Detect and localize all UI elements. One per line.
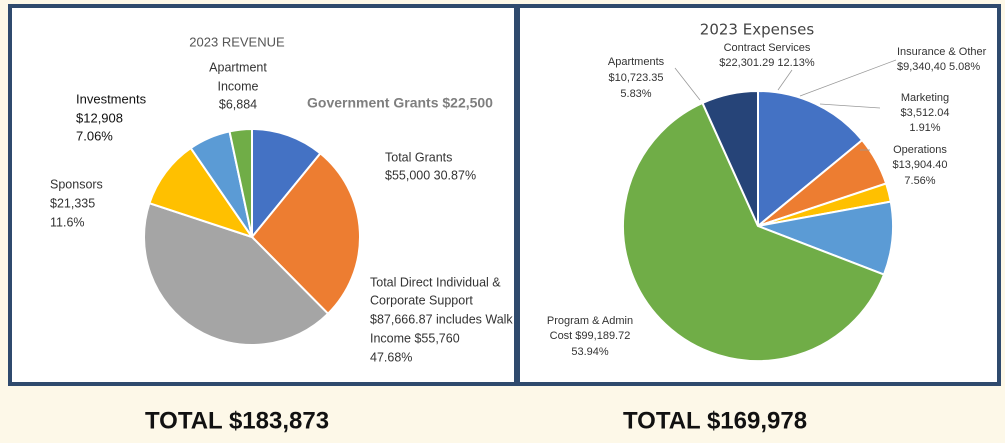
slice-label: $10,723.35	[608, 72, 663, 84]
slice-label: Income	[218, 79, 259, 93]
slice-label: Total Direct Individual &	[370, 275, 501, 289]
slice-label: Contract Services	[724, 42, 811, 54]
slice-label: 7.06%	[76, 128, 113, 143]
leader-line	[777, 69, 793, 91]
slice-label: 47.68%	[370, 350, 412, 364]
slice-label: $3,512.04	[901, 107, 950, 119]
pie-slice	[757, 89, 864, 229]
slice-label: Investments	[76, 91, 147, 106]
slice-label: $12,908	[76, 110, 123, 125]
slice-label: $6,884	[219, 97, 257, 111]
slice-label: Government Grants $22,500	[307, 95, 493, 111]
slice-label: Income $55,760	[370, 331, 460, 345]
slice-label: $21,335	[50, 196, 95, 210]
slice-label: Program & Admin	[547, 315, 633, 327]
pie-slice	[143, 201, 330, 346]
slice-label: 1.91%	[909, 122, 940, 134]
slice-label: $13,904.40	[892, 159, 947, 171]
pie-slice	[148, 146, 255, 239]
slice-label: Operations	[893, 144, 947, 156]
leader-line	[674, 67, 701, 101]
slice-label: 53.94%	[571, 346, 609, 358]
slice-label: 5.83%	[620, 88, 651, 100]
chart-title: 2023 REVENUE	[189, 34, 285, 49]
chart-title: 2023 Expenses	[700, 21, 815, 39]
slice-label: Apartment	[209, 60, 267, 74]
slice-label: 11.6%	[50, 215, 85, 229]
pie-slice	[701, 89, 759, 227]
slice-label: $87,666.87 includes Walk	[370, 312, 513, 326]
pie-slice	[250, 151, 361, 316]
slice-label: 7.56%	[904, 175, 935, 187]
slice-label: $9,340,40 5.08%	[897, 61, 980, 73]
slice-label: Cost $99,189.72	[550, 330, 631, 342]
slice-label: Total Grants	[385, 150, 452, 164]
slice-label: $22,301.29 12.13%	[719, 57, 815, 69]
pie-slice	[622, 101, 886, 362]
total-label: TOTAL $169,978	[623, 407, 807, 434]
slice-label: Corporate Support	[370, 293, 473, 307]
pie-slice	[251, 127, 322, 240]
slice-label: Sponsors	[50, 177, 103, 191]
slice-label: Marketing	[901, 92, 949, 104]
slice-label: Insurance & Other	[897, 46, 987, 58]
slice-label: Apartments	[608, 56, 665, 68]
leader-line	[799, 59, 897, 97]
leader-line	[819, 103, 881, 109]
total-label: TOTAL $183,873	[145, 407, 329, 434]
slice-label: $55,000 30.87%	[385, 168, 476, 182]
pie-slice	[228, 127, 253, 238]
